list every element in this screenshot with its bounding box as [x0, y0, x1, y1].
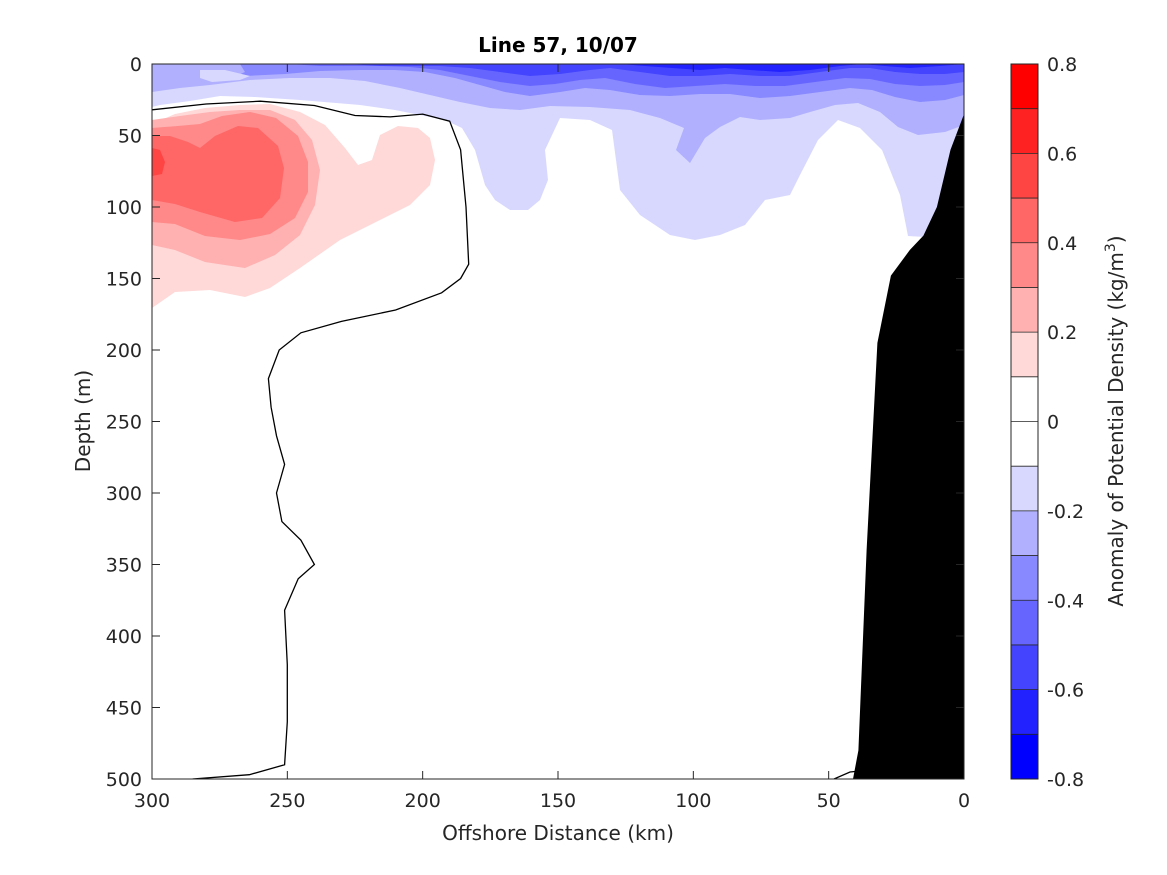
colorbar-swatch	[1011, 108, 1038, 154]
colorbar-tick-label: 0.6	[1047, 143, 1077, 165]
colorbar-swatch	[1011, 689, 1038, 735]
x-axis: 300 250 200 150 100 50 0	[134, 64, 970, 812]
y-tick-label: 450	[106, 698, 142, 720]
colorbar-frame	[1010, 63, 1039, 780]
colorbar-ticks: 0.8 0.6 0.4 0.2 0 -0.2 -0.4 -0.6 -0.8	[1047, 54, 1084, 791]
colorbar-swatch	[1011, 376, 1038, 422]
colorbar-swatch	[1011, 332, 1038, 378]
colorbar-tick-label: 0.4	[1047, 233, 1077, 255]
colorbar-swatch	[1011, 466, 1038, 512]
contour-fill-pos-0.5	[152, 148, 165, 176]
colorbar-swatch	[1011, 242, 1038, 288]
colorbar-title: Anomaly of Potential Density (kg/m3)	[1103, 235, 1128, 606]
x-tick-label: 150	[540, 790, 576, 812]
y-tick-label: 300	[106, 483, 142, 505]
x-tick-label: 50	[817, 790, 841, 812]
colorbar-swatch	[1011, 421, 1038, 467]
contour-fills	[152, 64, 964, 779]
y-tick-label: 200	[106, 340, 142, 362]
x-tick-label: 250	[269, 790, 305, 812]
y-tick-label: 0	[130, 54, 142, 76]
y-axis: 0 50 100 150 200 250 300 350 400 450 500	[106, 54, 964, 791]
y-axis-title: Depth (m)	[71, 370, 95, 472]
colorbar-tick-label: -0.4	[1047, 590, 1084, 612]
colorbar-swatch	[1011, 287, 1038, 333]
y-tick-label: 100	[106, 197, 142, 219]
colorbar-swatch	[1011, 734, 1038, 780]
colorbar-swatch	[1011, 555, 1038, 601]
colorbar-tick-label: 0.8	[1047, 54, 1077, 76]
colorbar-swatch	[1011, 64, 1038, 110]
colorbar	[1011, 64, 1038, 780]
x-tick-label: 100	[675, 790, 711, 812]
colorbar-swatch	[1011, 600, 1038, 646]
x-tick-label: 0	[958, 790, 970, 812]
chart-title: Line 57, 10/07	[478, 33, 638, 57]
colorbar-tick-label: 0	[1047, 412, 1059, 434]
x-axis-title: Offshore Distance (km)	[442, 821, 674, 845]
contour-fill-neg-0.6	[600, 64, 964, 72]
bottom-topography	[853, 114, 964, 779]
colorbar-swatch	[1011, 153, 1038, 199]
colorbar-tick-label: -0.2	[1047, 501, 1084, 523]
x-tick-label: 200	[405, 790, 441, 812]
y-tick-label: 250	[106, 412, 142, 434]
colorbar-swatch	[1011, 644, 1038, 691]
colorbar-tick-label: -0.8	[1047, 769, 1084, 791]
y-tick-label: 350	[106, 555, 142, 577]
y-tick-label: 400	[106, 626, 142, 648]
colorbar-swatch	[1011, 198, 1038, 244]
contour-fill-neg-0.1-left-lens	[200, 70, 250, 82]
colorbar-tick-label: -0.6	[1047, 680, 1084, 702]
y-tick-label: 50	[118, 126, 142, 148]
zero-contour-line	[152, 100, 470, 779]
colorbar-tick-label: 0.2	[1047, 322, 1077, 344]
colorbar-swatch	[1011, 510, 1038, 557]
x-tick-label: 300	[134, 790, 170, 812]
y-tick-label: 150	[106, 269, 142, 291]
contour-fill-pos-0.4	[152, 126, 284, 222]
y-tick-label: 500	[106, 769, 142, 791]
